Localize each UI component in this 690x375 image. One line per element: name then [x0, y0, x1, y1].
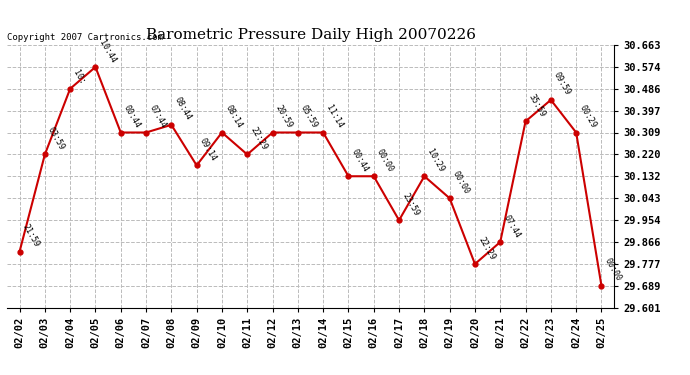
Text: 21:59: 21:59: [21, 223, 41, 249]
Text: 22:29: 22:29: [476, 235, 497, 261]
Title: Barometric Pressure Daily High 20070226: Barometric Pressure Daily High 20070226: [146, 28, 475, 42]
Text: 22:29: 22:29: [248, 126, 269, 152]
Text: 07:44: 07:44: [148, 104, 168, 130]
Text: 23:59: 23:59: [400, 191, 421, 217]
Text: 00:44: 00:44: [350, 147, 370, 174]
Text: 20:59: 20:59: [274, 104, 294, 130]
Text: 35:59: 35:59: [527, 93, 547, 118]
Text: 00:00: 00:00: [375, 147, 395, 174]
Text: 05:59: 05:59: [299, 104, 319, 130]
Text: 08:14: 08:14: [224, 104, 244, 130]
Text: 00:29: 00:29: [578, 104, 598, 130]
Text: 10:29: 10:29: [426, 147, 446, 174]
Text: 11:14: 11:14: [324, 104, 345, 130]
Text: 09:14: 09:14: [198, 136, 218, 163]
Text: 10:: 10:: [72, 69, 87, 86]
Text: 10:44: 10:44: [97, 38, 117, 64]
Text: Copyright 2007 Cartronics.com: Copyright 2007 Cartronics.com: [7, 33, 163, 42]
Text: 07:44: 07:44: [502, 213, 522, 239]
Text: 08:44: 08:44: [172, 96, 193, 122]
Text: 03:59: 03:59: [46, 126, 66, 152]
Text: 00:00: 00:00: [451, 170, 471, 195]
Text: 00:00: 00:00: [603, 257, 623, 283]
Text: 09:59: 09:59: [552, 71, 573, 97]
Text: 00:44: 00:44: [122, 104, 142, 130]
